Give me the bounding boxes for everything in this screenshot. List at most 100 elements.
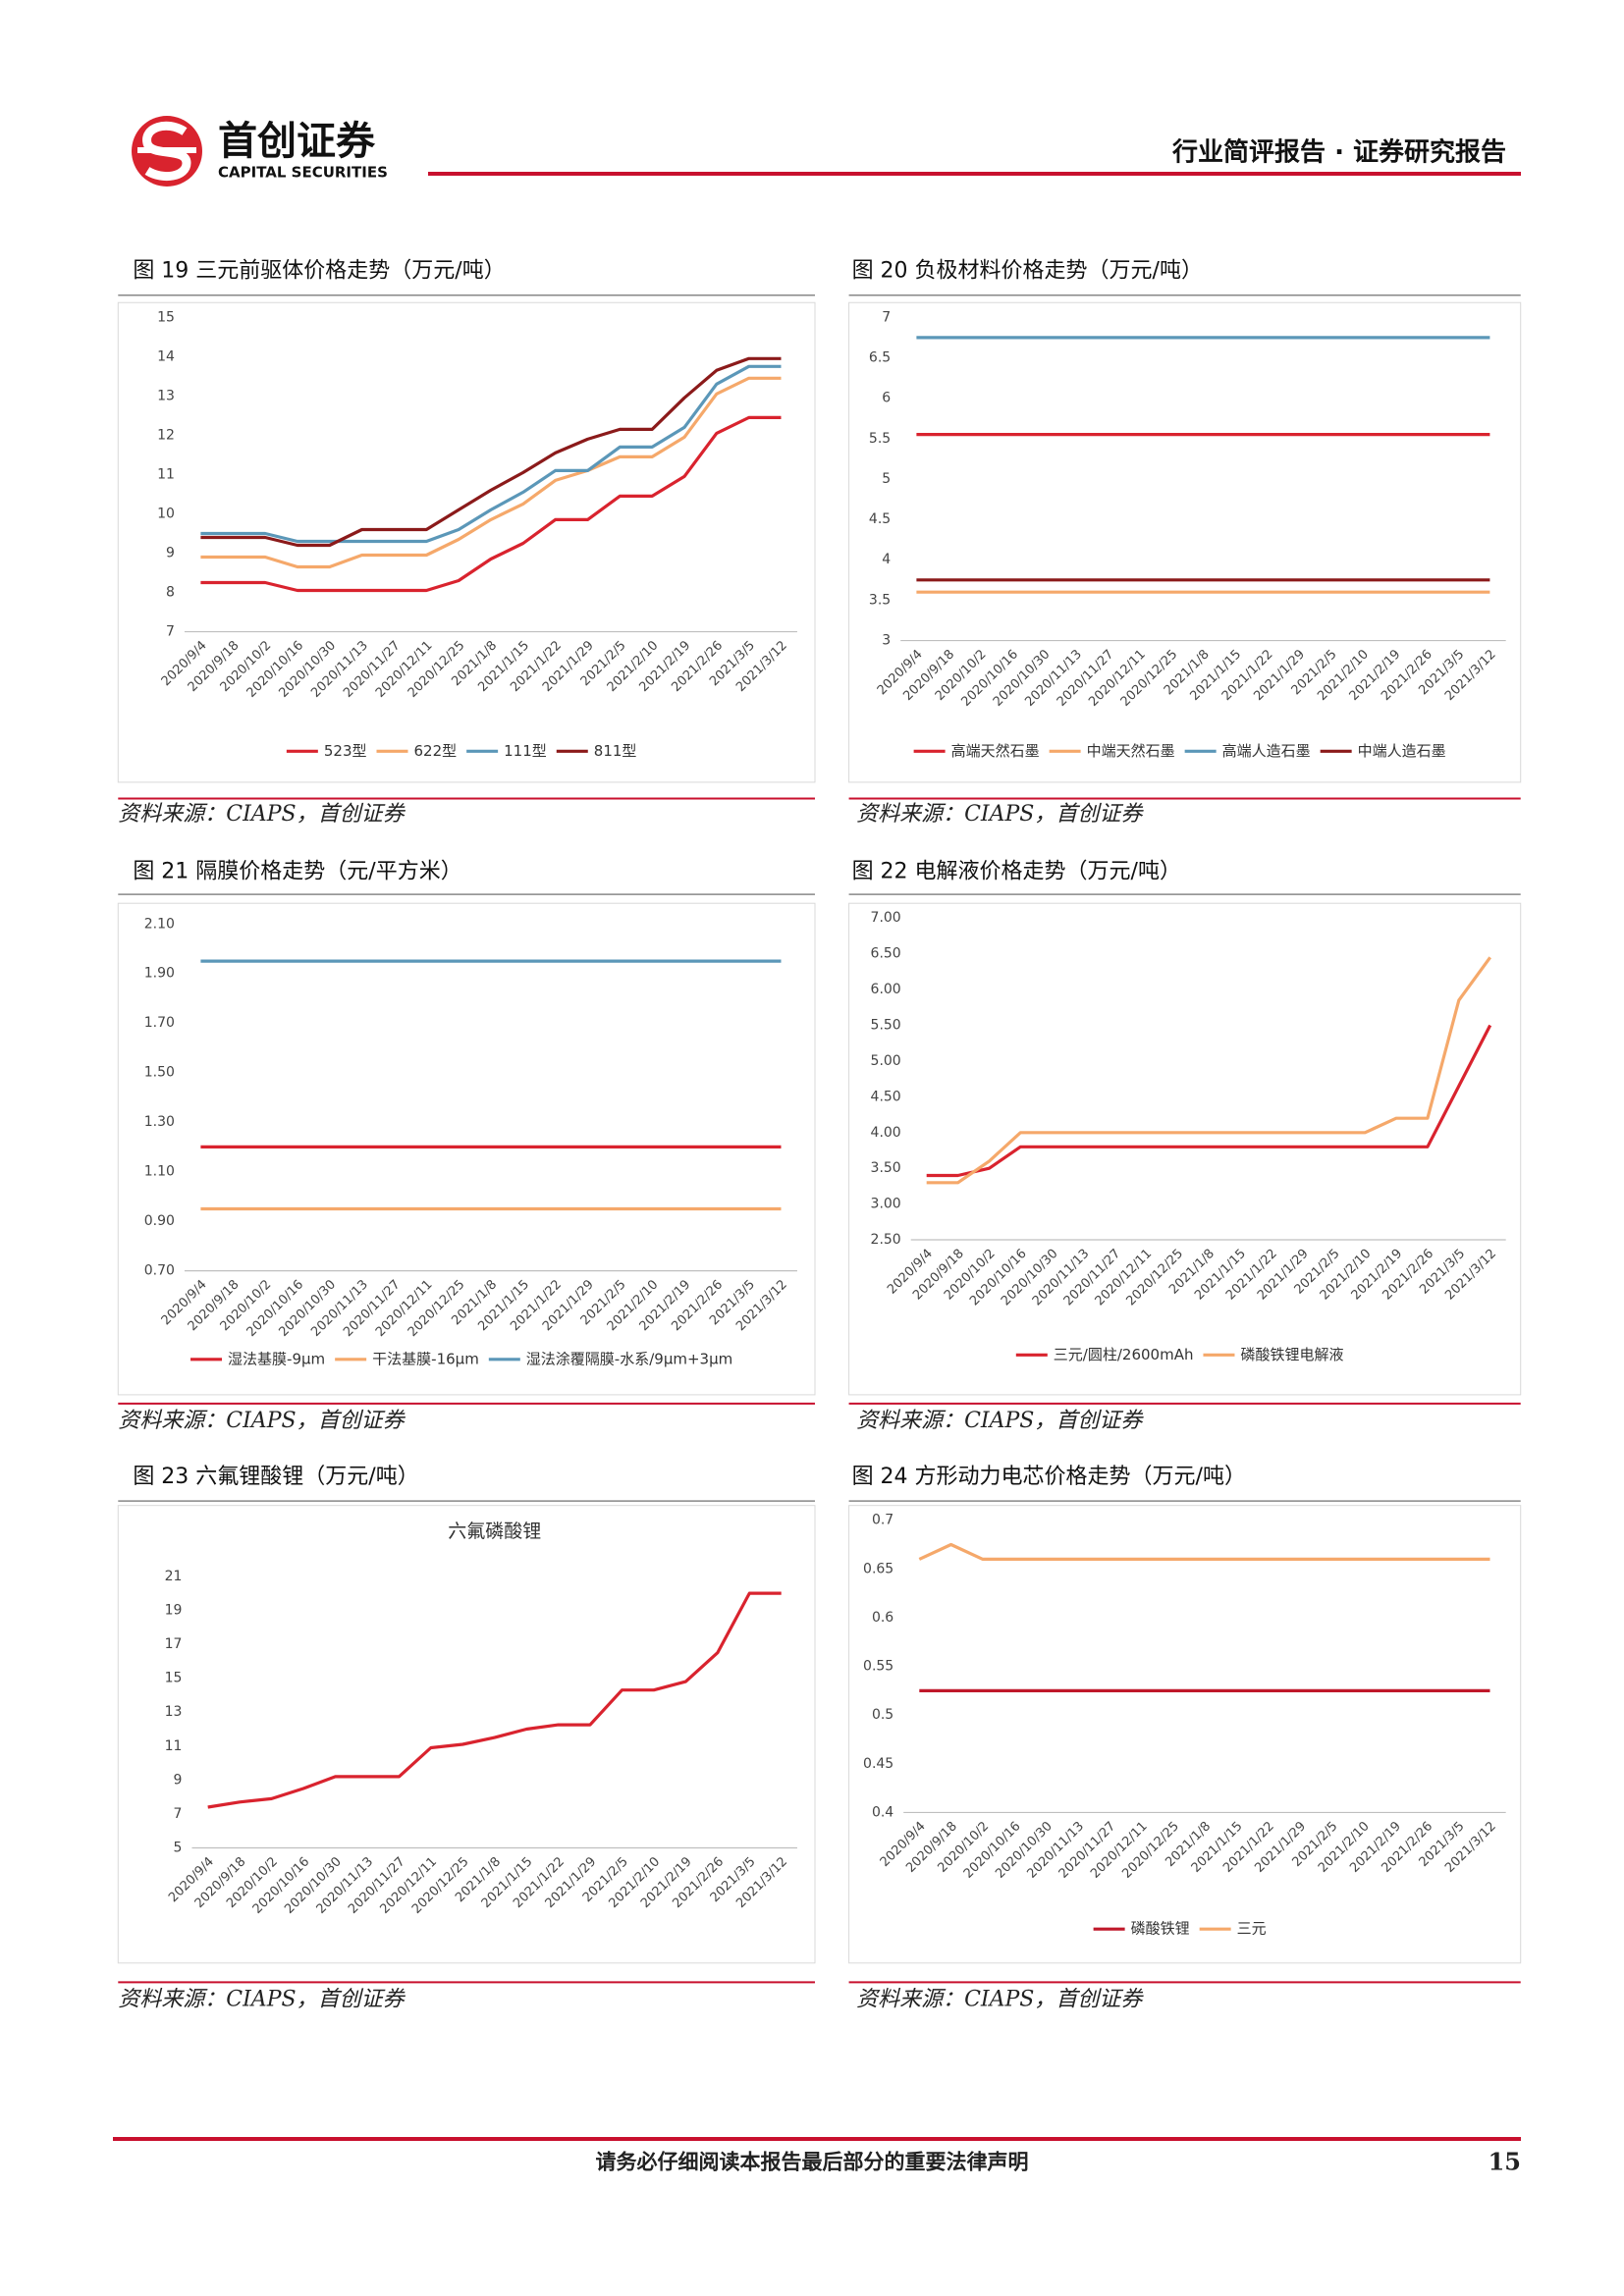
y-tick-label: 5 [174,1841,183,1856]
y-tick-label: 19 [165,1602,183,1618]
source-note: 资料来源：CIAPS，首创证券 [856,1409,1144,1433]
series-line [200,356,782,548]
chart-title: 六氟磷酸锂 [448,1521,541,1542]
report-type: 行业简评报告 · 证券研究报告 [1171,137,1506,168]
figure-caption: 图 21 隔膜价格走势（元/平方米） [133,860,461,884]
y-tick-label: 3.5 [869,592,891,608]
legend: 三元/圆柱/2600mAh 磷酸铁锂电解液 [1015,1346,1343,1363]
legend-label: 中端人造石墨 [1358,742,1446,760]
y-tick-label: 14 [157,348,175,364]
legend-label: 811型 [594,742,637,760]
y-tick-label: 15 [165,1671,183,1686]
chart-frame [848,1505,1522,1964]
series-line [207,1591,782,1809]
y-tick-label: 1.30 [144,1114,175,1130]
y-tick-label: 8 [166,585,175,601]
source-note: 资料来源：CIAPS，首创证券 [118,802,406,827]
legend-label: 干法基膜-16μm [372,1350,479,1367]
logo-bar [137,147,196,153]
y-tick-label: 0.45 [863,1756,893,1772]
figure-caption: 图 22 电解液价格走势（万元/吨） [852,860,1181,884]
y-tick-label: 9 [166,545,175,561]
page-number: 15 [1489,2148,1521,2176]
y-tick-label: 21 [165,1569,183,1584]
y-tick-label: 4 [882,552,891,567]
legend-label: 湿法涂覆隔膜-水系/9μm+3μm [526,1350,732,1367]
legend-label: 磷酸铁锂 [1131,1920,1190,1938]
y-tick-label: 5.50 [871,1018,901,1034]
y-tick-label: 0.55 [863,1659,893,1675]
y-tick-label: 5 [882,471,891,487]
source-note: 资料来源：CIAPS，首创证券 [118,1987,406,2011]
legend-label: 三元/圆柱/2600mAh [1054,1346,1194,1363]
y-tick-label: 1.10 [144,1164,175,1180]
y-tick-label: 3 [882,633,891,649]
y-tick-label: 3.00 [871,1197,901,1212]
legend-label: 高端天然石墨 [951,742,1040,760]
y-tick-label: 0.90 [144,1213,175,1229]
legend-label: 湿法基膜-9μm [228,1350,325,1367]
y-tick-label: 1.70 [144,1015,175,1031]
y-tick-label: 11 [165,1738,183,1754]
y-tick-label: 1.50 [144,1065,175,1081]
legend: 磷酸铁锂 三元 [1093,1920,1267,1938]
source-note: 资料来源：CIAPS，首创证券 [856,1987,1144,2011]
series-line [926,956,1491,1185]
series-line [200,415,782,593]
series-line [926,1024,1492,1178]
legend-label: 中端天然石墨 [1087,742,1175,760]
logo [132,116,202,187]
source-note: 资料来源：CIAPS，首创证券 [118,1409,406,1433]
series-line [918,1542,1490,1561]
y-tick-label: 2.10 [144,916,175,932]
y-tick-label: 6 [882,391,891,406]
y-tick-label: 6.50 [871,946,901,962]
legend-label: 高端人造石墨 [1222,742,1311,760]
figure-caption: 图 19 三元前驱体价格走势（万元/吨） [133,259,505,284]
y-tick-label: 0.6 [872,1610,893,1626]
y-tick-label: 2.50 [871,1232,901,1248]
legend-label: 523型 [324,742,367,760]
y-tick-label: 17 [165,1636,183,1652]
y-tick-label: 0.5 [872,1707,893,1723]
chart-frame [117,1505,816,1964]
legend-label: 磷酸铁锂电解液 [1240,1346,1343,1363]
y-tick-label: 0.70 [144,1263,175,1279]
figure-caption: 图 24 方形动力电芯价格走势（万元/吨） [852,1465,1246,1489]
y-tick-label: 9 [174,1772,183,1788]
chart-frame [848,902,1522,1396]
y-tick-label: 10 [157,506,175,521]
y-tick-label: 7.00 [871,910,901,926]
source-note: 资料来源：CIAPS，首创证券 [856,802,1144,827]
y-tick-label: 13 [157,388,175,403]
figure-caption: 图 20 负极材料价格走势（万元/吨） [852,259,1203,284]
series-line [200,376,782,569]
y-tick-label: 4.5 [869,511,891,527]
y-tick-label: 6.5 [869,349,891,365]
disclaimer: 请务必仔细阅读本报告最后部分的重要法律声明 [596,2150,1029,2174]
y-tick-label: 15 [157,309,175,325]
legend-label: 622型 [413,742,457,760]
legend: 高端天然石墨 中端天然石墨 高端人造石墨 中端人造石墨 [913,742,1446,760]
y-tick-label: 7 [882,309,891,325]
series-line [200,364,782,544]
legend-label: 三元 [1237,1920,1267,1938]
y-tick-label: 0.7 [872,1513,893,1528]
legend-label: 111型 [504,742,547,760]
chart-frame [117,301,816,783]
chart-frame [117,902,816,1396]
y-tick-label: 5.5 [869,431,891,447]
y-tick-label: 4.50 [871,1089,901,1104]
y-tick-label: 12 [157,427,175,443]
chart-frame [848,301,1522,783]
legend: 523型 622型 111型 811型 [286,742,637,760]
y-tick-label: 3.50 [871,1160,901,1176]
legend: 湿法基膜-9μm 干法基膜-16μm 湿法涂覆隔膜-水系/9μm+3μm [190,1350,732,1367]
y-tick-label: 13 [165,1704,183,1720]
brand-en: CAPITAL SECURITIES [218,164,388,182]
y-tick-label: 5.00 [871,1053,901,1069]
y-tick-label: 7 [166,624,175,640]
brand: 首创证券 [218,119,376,164]
y-tick-label: 0.4 [872,1804,893,1820]
